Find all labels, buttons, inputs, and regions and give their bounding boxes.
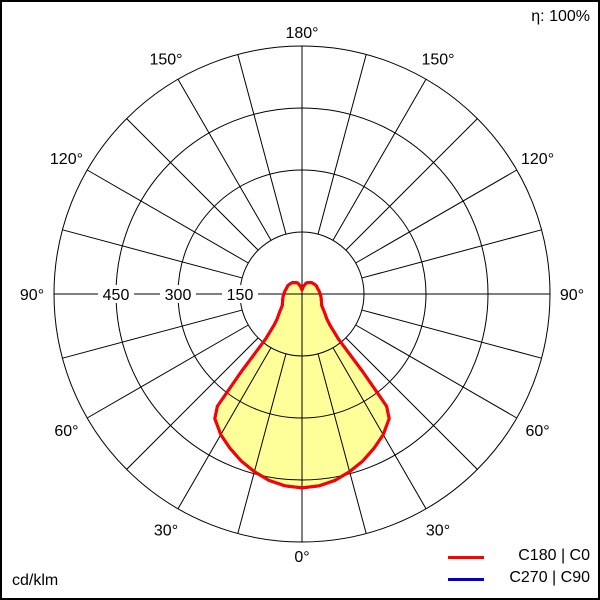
ring-label: 150 <box>227 287 254 304</box>
legend-swatch <box>448 578 484 581</box>
angle-label: 0° <box>294 549 309 566</box>
legend-swatch <box>448 556 484 559</box>
ring-label: 450 <box>103 287 130 304</box>
angle-label: 60° <box>525 423 549 440</box>
angle-label: 30° <box>426 523 450 540</box>
angle-label-bg <box>554 285 590 303</box>
grid-radial-line <box>355 169 518 264</box>
grid-radial-line <box>332 347 427 510</box>
angle-label: 180° <box>285 25 318 42</box>
angle-label: 150° <box>149 51 182 68</box>
grid-radial-line <box>86 324 249 419</box>
angle-label: 120° <box>521 151 554 168</box>
angle-label: 90° <box>20 287 44 304</box>
grid-radial-line <box>126 337 259 470</box>
ring-label-bg <box>160 285 196 303</box>
ring-label-bg <box>222 285 258 303</box>
ring-label-bg <box>98 285 134 303</box>
grid-radial-line <box>355 324 518 419</box>
grid-radial-line <box>361 309 542 359</box>
grid-radial-line <box>361 229 542 279</box>
angle-label: 90° <box>560 287 584 304</box>
grid-radial-line <box>332 78 427 241</box>
grid-radial-line <box>126 118 259 251</box>
grid-radial-line <box>62 309 243 359</box>
unit-label: cd/klm <box>12 572 59 589</box>
angle-label: 30° <box>154 523 178 540</box>
grid-radial-line <box>177 78 272 241</box>
grid-radial-line <box>62 229 243 279</box>
grid-radial-line <box>237 54 287 235</box>
legend-label: C270 | C90 <box>509 569 590 586</box>
grid-radial-line <box>345 118 478 251</box>
efficiency-label: η: 100% <box>531 8 590 25</box>
angle-label-bg <box>14 285 50 303</box>
grid-radial-line <box>86 169 249 264</box>
grid-radial-line <box>177 347 272 510</box>
grid-radial-line <box>345 337 478 470</box>
angle-label: 60° <box>54 423 78 440</box>
angle-label: 150° <box>421 51 454 68</box>
legend-label: C180 | C0 <box>518 547 590 564</box>
ring-label: 300 <box>165 287 192 304</box>
grid-radial-line <box>317 54 367 235</box>
grid-radial-line <box>317 353 367 534</box>
angle-label: 120° <box>50 151 83 168</box>
intensity-curve <box>213 281 391 490</box>
grid-radial-line <box>237 353 287 534</box>
